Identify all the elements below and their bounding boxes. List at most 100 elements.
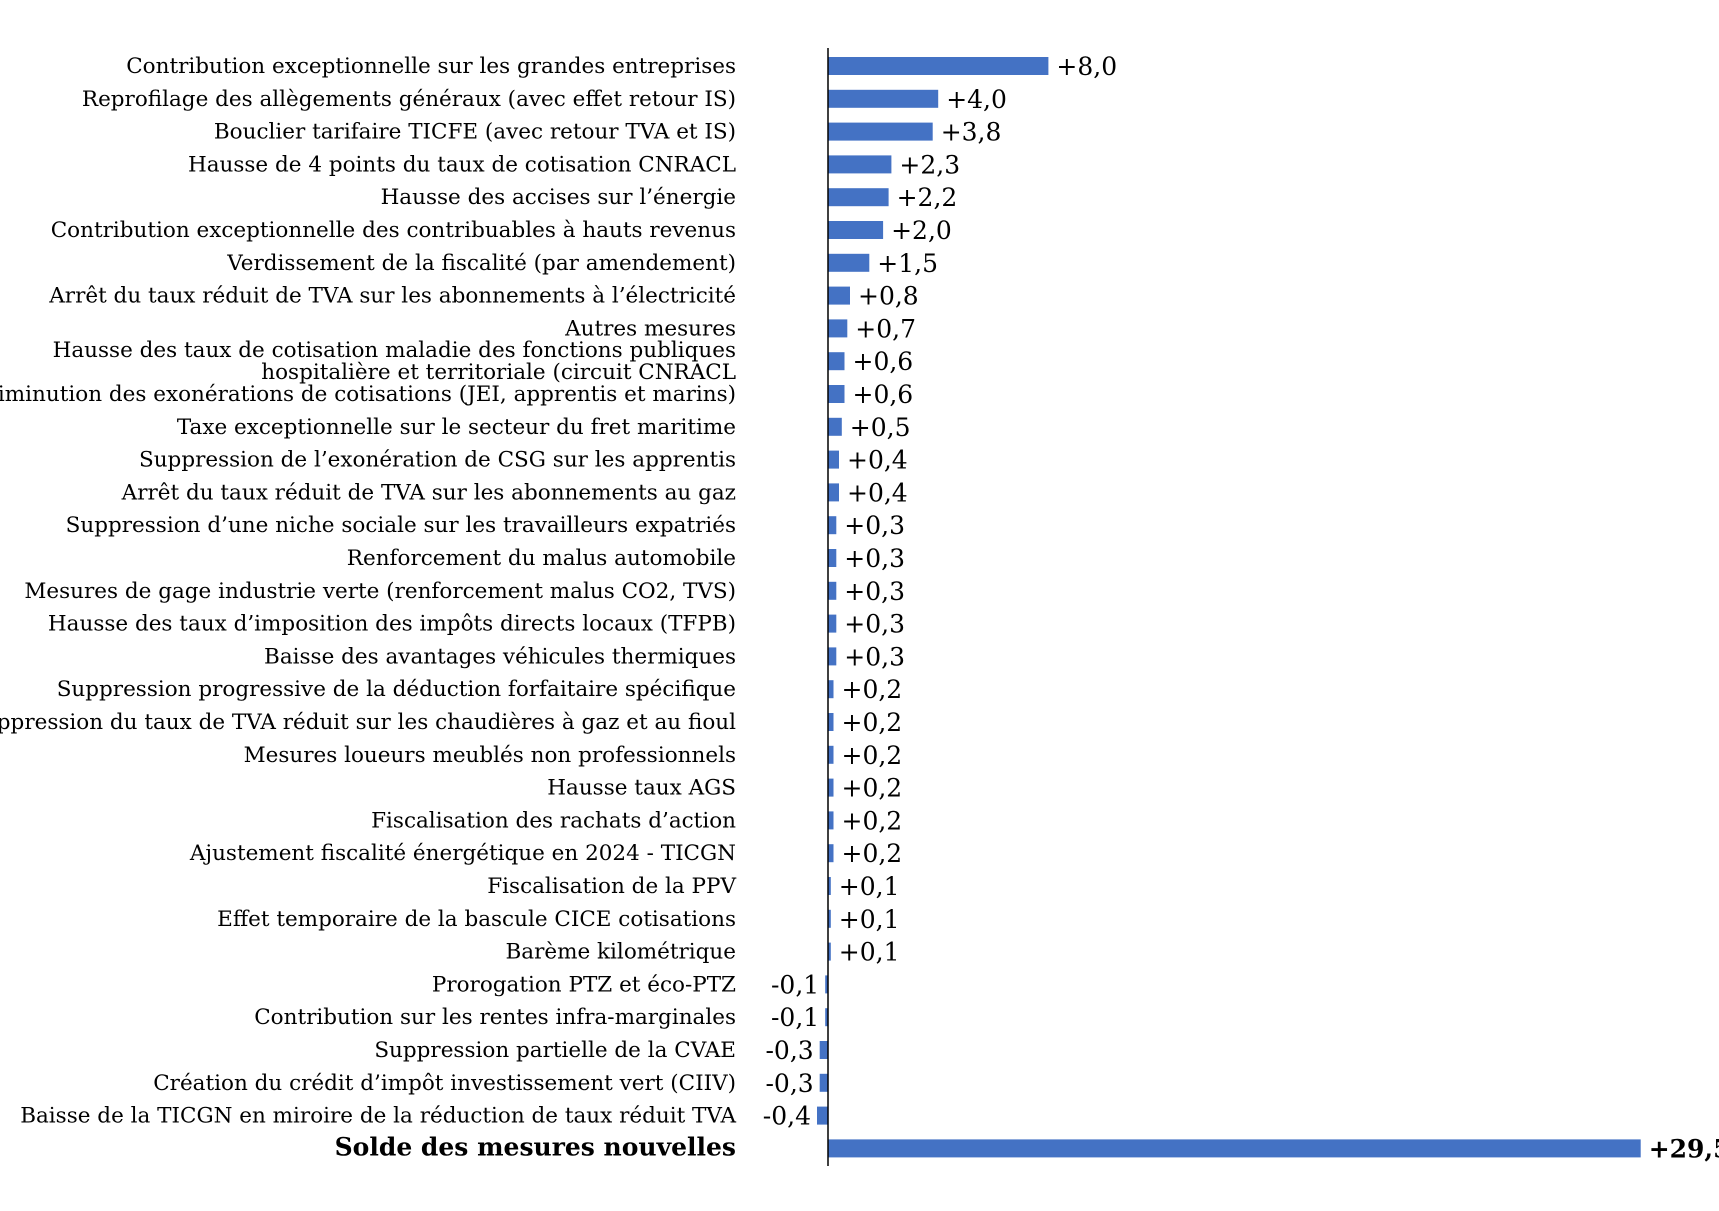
bar-verdissement-de-la-fiscalite-par-amendem (828, 253, 870, 272)
value-label-mesures-de-gage-industrie-verte-renforce: +0,3 (844, 577, 905, 606)
category-label-verdissement-de-la-fiscalite-par-amendem: Verdissement de la fiscalité (par amende… (226, 251, 736, 276)
bar-prorogation-ptz-et-eco-ptz (825, 975, 828, 994)
category-labels-group: Contribution exceptionnelle sur les gran… (0, 54, 736, 1161)
category-label-renforcement-du-malus-automobile: Renforcement du malus automobile (347, 546, 736, 571)
value-label-suppression-du-taux-de-tva-reduit-sur-le: +0,2 (842, 708, 903, 737)
value-label-contribution-sur-les-rentes-infra-margin: -0,1 (771, 1003, 819, 1032)
bar-taxe-exceptionnelle-sur-le-secteur-du-fr (828, 417, 842, 436)
category-label-hausse-taux-ags: Hausse taux AGS (547, 776, 736, 801)
bar-mesures-de-gage-industrie-verte-renforce (828, 581, 837, 600)
bar-reprofilage-des-allegements-generaux-ave (828, 89, 939, 108)
category-label-taxe-exceptionnelle-sur-le-secteur-du-fr: Taxe exceptionnelle sur le secteur du fr… (177, 415, 736, 440)
category-label-suppression-du-taux-de-tva-reduit-sur-le: Suppression du taux de TVA réduit sur le… (0, 710, 736, 735)
category-label-suppression-de-l-exoneration-de-csg-sur-: Suppression de l’exonération de CSG sur … (139, 448, 736, 473)
category-label-mesures-loueurs-meubles-non-professionne: Mesures loueurs meublés non professionne… (244, 743, 736, 768)
value-label-effet-temporaire-de-la-bascule-cice-coti: +0,1 (839, 905, 900, 934)
value-label-hausse-des-taux-de-cotisation-maladie-de: +0,6 (853, 347, 914, 376)
bar-diminution-des-exonerations-de-cotisatio (828, 385, 845, 403)
value-label-fiscalisation-des-rachats-d-action: +0,2 (842, 806, 903, 835)
category-label-hausse-des-taux-de-cotisation-maladie-de: Hausse des taux de cotisation maladie de… (53, 338, 736, 385)
bar-suppression-progressive-de-la-deduction- (828, 680, 834, 699)
bar-hausse-taux-ags (828, 778, 834, 797)
bar-suppression-partielle-de-la-cvae (819, 1041, 828, 1059)
value-label-prorogation-ptz-et-eco-ptz: -0,1 (771, 970, 819, 999)
category-label-contribution-sur-les-rentes-infra-margin: Contribution sur les rentes infra-margin… (254, 1005, 736, 1030)
category-label-creation-du-credit-d-impot-investissemen: Création du crédit d’impôt investissemen… (153, 1071, 736, 1096)
category-label-hausse-des-accises-sur-l-energie: Hausse des accises sur l’énergie (381, 185, 736, 210)
bar-effet-temporaire-de-la-bascule-cice-coti (828, 909, 831, 928)
category-label-autres-mesures: Autres mesures (564, 316, 736, 341)
bars-group (817, 57, 1641, 1158)
bar-fiscalisation-des-rachats-d-action (828, 811, 834, 830)
bar-hausse-des-taux-d-imposition-des-impots- (828, 614, 837, 633)
category-label-bareme-kilometrique: Barème kilométrique (505, 940, 736, 965)
value-label-hausse-des-taux-d-imposition-des-impots-: +0,3 (844, 610, 905, 639)
value-label-taxe-exceptionnelle-sur-le-secteur-du-fr: +0,5 (850, 413, 911, 442)
category-label-effet-temporaire-de-la-bascule-cice-coti: Effet temporaire de la bascule CICE coti… (217, 907, 736, 932)
value-label-mesures-loueurs-meubles-non-professionne: +0,2 (842, 741, 903, 770)
value-label-ajustement-fiscalite-energetique-en-2024: +0,2 (842, 839, 903, 868)
value-label-verdissement-de-la-fiscalite-par-amendem: +1,5 (877, 249, 938, 278)
category-label-suppression-progressive-de-la-deduction-: Suppression progressive de la déduction … (57, 677, 736, 702)
bar-creation-du-credit-d-impot-investissemen (819, 1073, 828, 1092)
bar-autres-mesures (828, 319, 848, 338)
value-label-reprofilage-des-allegements-generaux-ave: +4,0 (946, 85, 1007, 114)
bar-solde-des-mesures-nouvelles (828, 1139, 1641, 1158)
category-label-baisse-des-avantages-vehicules-thermique: Baisse des avantages véhicules thermique… (264, 644, 736, 669)
value-label-contribution-exceptionnelle-des-contribu: +2,0 (891, 216, 952, 245)
value-label-autres-mesures: +0,7 (855, 314, 916, 343)
category-label-prorogation-ptz-et-eco-ptz: Prorogation PTZ et éco-PTZ (432, 972, 736, 997)
value-label-solde-des-mesures-nouvelles: +29,5 (1649, 1134, 1719, 1163)
value-label-hausse-des-accises-sur-l-energie: +2,2 (897, 183, 958, 212)
value-label-creation-du-credit-d-impot-investissemen: -0,3 (765, 1069, 813, 1098)
category-label-fiscalisation-de-la-ppv: Fiscalisation de la PPV (487, 874, 736, 899)
value-label-hausse-taux-ags: +0,2 (842, 774, 903, 803)
bar-arret-du-taux-reduit-de-tva-sur-les-abon (828, 483, 839, 502)
value-label-suppression-de-l-exoneration-de-csg-sur-: +0,4 (847, 446, 908, 475)
value-label-renforcement-du-malus-automobile: +0,3 (844, 544, 905, 573)
value-label-suppression-partielle-de-la-cvae: -0,3 (765, 1036, 813, 1065)
value-label-contribution-exceptionnelle-sur-les-gran: +8,0 (1056, 52, 1117, 81)
category-label-suppression-d-une-niche-sociale-sur-les-: Suppression d’une niche sociale sur les … (66, 513, 736, 538)
bar-suppression-d-une-niche-sociale-sur-les- (828, 516, 837, 535)
category-label-suppression-partielle-de-la-cvae: Suppression partielle de la CVAE (374, 1038, 736, 1063)
bar-suppression-de-l-exoneration-de-csg-sur- (828, 450, 839, 469)
value-label-arret-du-taux-reduit-de-tva-sur-les-abon: +0,8 (858, 282, 919, 311)
category-label-mesures-de-gage-industrie-verte-renforce: Mesures de gage industrie verte (renforc… (24, 579, 736, 604)
bar-mesures-loueurs-meubles-non-professionne (828, 745, 834, 764)
category-label-contribution-exceptionnelle-sur-les-gran: Contribution exceptionnelle sur les gran… (126, 54, 736, 79)
bar-suppression-du-taux-de-tva-reduit-sur-le (828, 713, 834, 731)
bar-contribution-sur-les-rentes-infra-margin (825, 1008, 828, 1027)
category-label-contribution-exceptionnelle-des-contribu: Contribution exceptionnelle des contribu… (51, 218, 736, 243)
bar-renforcement-du-malus-automobile (828, 549, 837, 567)
category-label-reprofilage-des-allegements-generaux-ave: Reprofilage des allègements généraux (av… (82, 87, 736, 112)
bar-baisse-de-la-ticgn-en-miroire-de-la-redu (817, 1106, 828, 1125)
bar-bareme-kilometrique (828, 942, 831, 961)
category-label-baisse-de-la-ticgn-en-miroire-de-la-redu: Baisse de la TICGN en miroire de la rédu… (20, 1104, 736, 1129)
category-label-fiscalisation-des-rachats-d-action: Fiscalisation des rachats d’action (371, 808, 736, 833)
category-label-solde-des-mesures-nouvelles: Solde des mesures nouvelles (335, 1132, 736, 1161)
bar-fiscalisation-de-la-ppv (828, 877, 831, 895)
value-label-bouclier-tarifaire-ticfe-avec-retour-tva: +3,8 (941, 118, 1002, 147)
category-label-ajustement-fiscalite-energetique-en-2024: Ajustement fiscalité énergétique en 2024… (189, 841, 736, 866)
value-label-bareme-kilometrique: +0,1 (839, 938, 900, 967)
value-label-suppression-progressive-de-la-deduction-: +0,2 (842, 675, 903, 704)
bar-hausse-des-accises-sur-l-energie (828, 188, 889, 207)
value-label-hausse-de-4-points-du-taux-de-cotisation: +2,3 (899, 150, 960, 179)
category-label-bouclier-tarifaire-ticfe-avec-retour-tva: Bouclier tarifaire TICFE (avec retour TV… (214, 120, 736, 145)
bar-arret-du-taux-reduit-de-tva-sur-les-abon (828, 286, 850, 305)
value-label-diminution-des-exonerations-de-cotisatio: +0,6 (853, 380, 914, 409)
category-label-hausse-des-taux-d-imposition-des-impots-: Hausse des taux d’imposition des impôts … (48, 612, 736, 637)
bar-contribution-exceptionnelle-des-contribu (828, 221, 884, 239)
value-label-fiscalisation-de-la-ppv: +0,1 (839, 872, 900, 901)
value-label-baisse-des-avantages-vehicules-thermique: +0,3 (844, 642, 905, 671)
bar-contribution-exceptionnelle-sur-les-gran (828, 57, 1049, 75)
value-label-baisse-de-la-ticgn-en-miroire-de-la-redu: -0,4 (763, 1102, 811, 1131)
value-label-arret-du-taux-reduit-de-tva-sur-les-abon: +0,4 (847, 478, 908, 507)
category-label-diminution-des-exonerations-de-cotisatio: Diminution des exonérations de cotisatio… (0, 382, 736, 407)
bar-baisse-des-avantages-vehicules-thermique (828, 647, 837, 666)
value-labels-group: +8,0 +4,0 +3,8 +2,3 +2,2 +2,0 +1,5 +0,8 +0,7 +0,6… (763, 52, 1719, 1163)
value-label-suppression-d-une-niche-sociale-sur-les-: +0,3 (844, 511, 905, 540)
